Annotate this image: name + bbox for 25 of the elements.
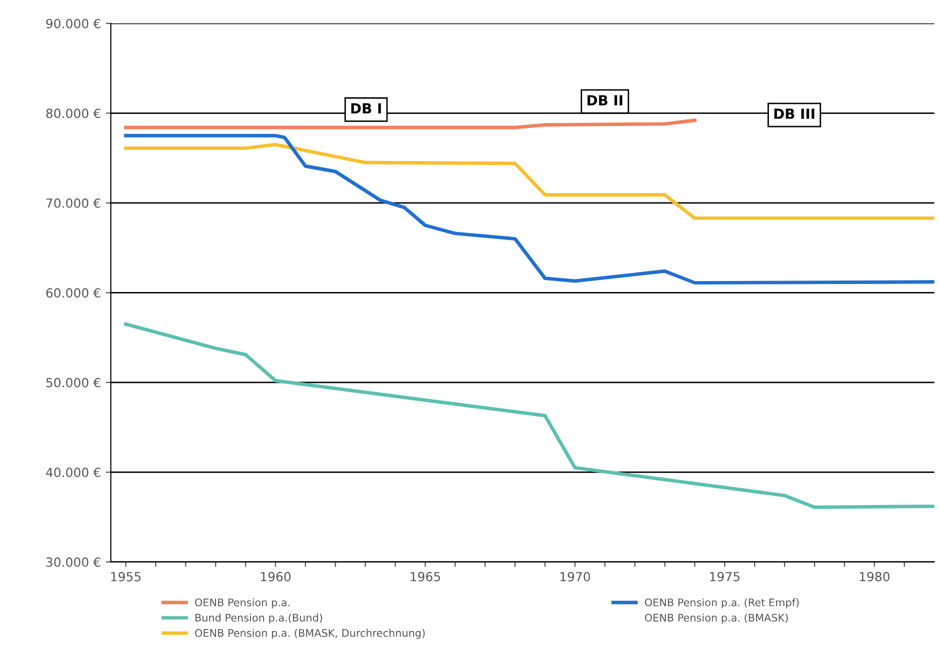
y-tick-label: 70.000 € (46, 198, 100, 208)
x-tick-label: 1960 (260, 572, 291, 582)
legend-label: Bund Pension p.a.(Bund) (195, 614, 322, 624)
y-tick-label: 50.000 € (46, 378, 100, 388)
y-tick-label: 30.000 € (46, 557, 100, 567)
line-series (124, 142, 934, 220)
legend-label: OENB Pension p.a. (195, 598, 290, 608)
line-series (124, 322, 934, 509)
text: OENB Pension p.a. (BMASK) (644, 614, 788, 624)
y-tick-label: 90.000 € (46, 18, 100, 28)
x-tick-label: 1980 (860, 572, 890, 582)
legend-label: OENB Pension p.a. (BMASK, Durchrechnung) (195, 628, 425, 639)
annotation: DB II (588, 95, 622, 106)
x-tick-label: 1975 (710, 572, 740, 582)
annotation: DB I (351, 103, 381, 114)
annotation: DB III (774, 108, 814, 119)
y-tick-label: 60.000 € (46, 288, 100, 298)
y-tick-label: 80.000 € (46, 108, 100, 118)
x-tick-label: 1965 (410, 572, 440, 582)
y-tick-label: 40.000 € (46, 468, 100, 478)
line-series (124, 134, 934, 285)
legend-label: OENB Pension p.a. (Ret Empf) (644, 598, 799, 608)
x-tick-label: 1955 (111, 572, 141, 582)
line-series (124, 118, 696, 130)
x-tick-label: 1970 (560, 572, 590, 582)
